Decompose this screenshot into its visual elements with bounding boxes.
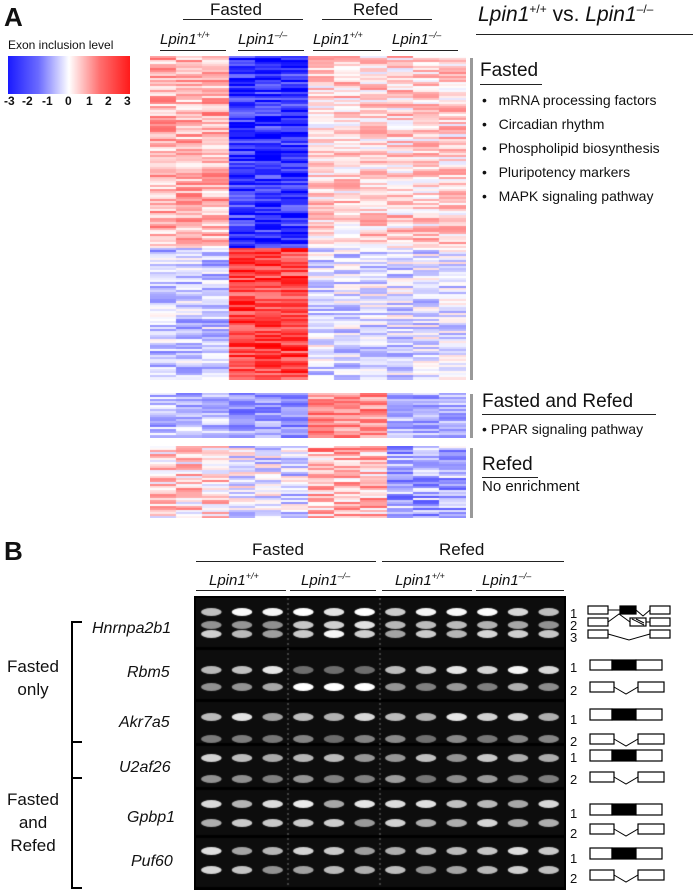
colorbar-ticks: -3 -2 -1 0 1 2 3 <box>2 94 136 110</box>
enrichment-item: • mRNA processing factors <box>482 92 657 108</box>
band-label: 1 <box>570 750 578 765</box>
enrichment-item: • Pluripotency markers <box>482 164 631 180</box>
section-title-fasted: Fasted <box>480 60 539 81</box>
header-refed-a: Refed <box>353 0 399 19</box>
genotype-wt-refed-b: Lpin1+/+ <box>395 571 445 589</box>
band-label: 2 <box>570 871 578 886</box>
band-label: 1 <box>570 806 578 821</box>
group-label-fasted-refed: Fasted and Refed <box>7 790 59 855</box>
band-label: 2 <box>570 734 578 749</box>
colorbar-tick: 3 <box>124 94 131 108</box>
heatmap-fasted-only <box>150 56 466 380</box>
gel-image <box>196 598 564 888</box>
band-label: 1 <box>570 851 578 866</box>
band-label: 2 <box>570 772 578 787</box>
colorbar-tick: 1 <box>86 94 93 108</box>
colorbar-tick: 0 <box>65 94 72 108</box>
heatmap-fasted-and-refed <box>150 393 466 438</box>
enrichment-list-fasted: • mRNA processing factors • Circadian rh… <box>482 92 660 212</box>
genotype-wt-fasted-a: Lpin1+/+ <box>160 30 210 48</box>
header-fasted-b: Fasted <box>252 540 304 559</box>
genotype-wt-fasted-b: Lpin1+/+ <box>209 571 259 589</box>
gene-label: Gpbp1 <box>127 809 176 826</box>
gel-frame <box>194 596 566 890</box>
heatmap-refed-only <box>150 446 466 518</box>
enrichment-item: • MAPK signaling pathway <box>482 188 654 204</box>
section-title-fasted-refed: Fasted and Refed <box>482 391 634 412</box>
genotype-ko-fasted-a: Lpin1–/– <box>238 30 288 48</box>
genotype-ko-refed-b: Lpin1–/– <box>482 571 532 589</box>
comparison-title: Lpin1+/+ vs. Lpin1–/– <box>478 2 654 26</box>
band-label: 2 <box>570 683 578 698</box>
section-title-refed: Refed <box>482 454 533 475</box>
header-refed-b: Refed <box>439 540 485 559</box>
colorbar-title: Exon inclusion level <box>8 38 114 52</box>
group-label-fasted-only: Fasted only <box>7 657 59 699</box>
enrichment-item: • Circadian rhythm <box>482 116 605 132</box>
bracket-fasted-refed <box>71 741 82 889</box>
colorbar-tick: 2 <box>105 94 112 108</box>
gene-label: Rbm5 <box>127 664 170 681</box>
enrichment-item: • PPAR signaling pathway <box>482 421 644 437</box>
enrichment-item: • Phospholipid biosynthesis <box>482 140 660 156</box>
colorbar-tick: -1 <box>42 94 53 108</box>
panel-b-label: B <box>4 536 23 566</box>
panel-a-label: A <box>4 2 23 32</box>
band-label: 2 <box>570 826 578 841</box>
colorbar-tick: -3 <box>4 94 15 108</box>
genotype-wt-refed-a: Lpin1+/+ <box>313 30 363 48</box>
gene-label: U2af26 <box>119 759 171 776</box>
gene-label: Hnrnpa2b1 <box>92 620 172 637</box>
refed-note: No enrichment <box>482 478 580 495</box>
bracket-fasted-only <box>71 621 82 779</box>
band-label: 1 <box>570 712 578 727</box>
band-label: 1 <box>570 660 578 675</box>
gene-label: Puf60 <box>131 853 173 870</box>
colorbar <box>8 56 130 94</box>
colorbar-tick: -2 <box>22 94 33 108</box>
header-fasted-a: Fasted <box>210 0 262 19</box>
exon-diagrams <box>587 605 671 883</box>
genotype-ko-refed-a: Lpin1–/– <box>392 30 442 48</box>
genotype-ko-fasted-b: Lpin1–/– <box>301 571 351 589</box>
gene-label: Akr7a5 <box>119 714 170 731</box>
